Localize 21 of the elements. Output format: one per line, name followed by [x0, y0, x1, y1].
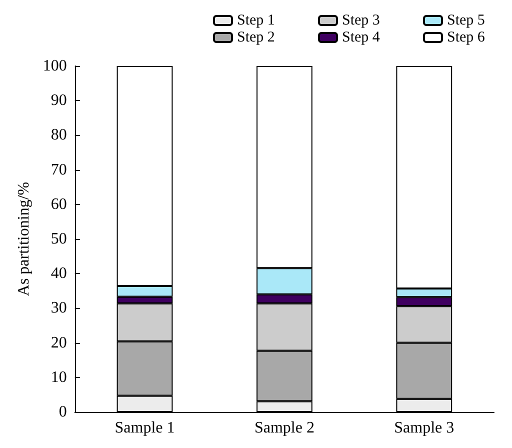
y-tick-label: 30	[50, 300, 67, 317]
y-tick-label: 20	[50, 334, 67, 352]
x-tick-label: Sample 2	[254, 420, 314, 436]
legend-label: Step 4	[342, 30, 380, 46]
y-tick-label: 100	[42, 58, 67, 74]
y-tick-label: 0	[58, 404, 67, 420]
legend-label: Step 3	[342, 12, 380, 28]
y-tick-label: 10	[50, 368, 67, 386]
y-tick-label: 60	[50, 196, 67, 213]
y-tick-label: 50	[50, 230, 67, 248]
legend-label: Step 6	[447, 30, 486, 46]
x-tick-label: Sample 1	[114, 420, 175, 436]
legend-label: Step 2	[237, 30, 275, 46]
y-tick-label: 40	[50, 265, 67, 282]
y-tick-label: 80	[50, 126, 67, 144]
y-tick-label: 90	[50, 92, 67, 110]
legend-label: Step 5	[447, 12, 485, 28]
y-tick-label: 70	[50, 161, 67, 178]
y-axis-title: As partitioning/%	[16, 182, 32, 296]
legend-label: Step 1	[237, 12, 275, 28]
x-tick-label: Sample 3	[394, 420, 454, 436]
